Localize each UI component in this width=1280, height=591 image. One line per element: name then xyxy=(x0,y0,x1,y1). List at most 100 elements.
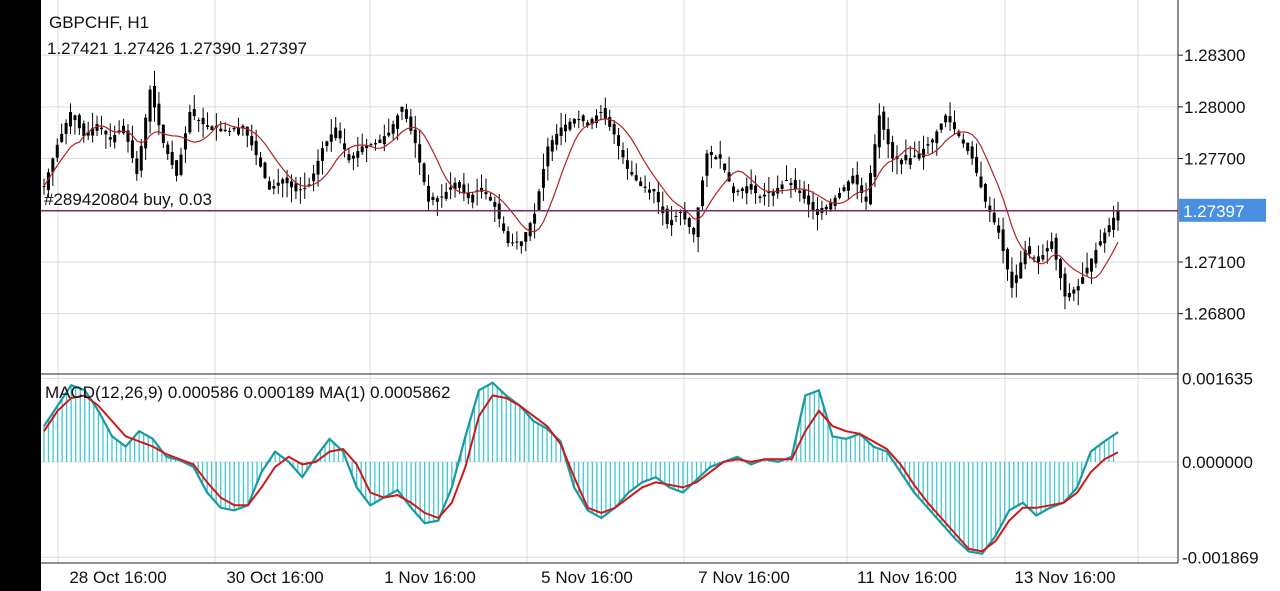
candle-body xyxy=(652,189,656,192)
candle-body xyxy=(930,139,934,143)
candle-body xyxy=(51,158,55,173)
candle-body xyxy=(1023,249,1027,265)
candle-body xyxy=(139,145,143,171)
moving-average-line xyxy=(43,118,1119,280)
candle-body xyxy=(219,128,223,132)
candle-body xyxy=(815,209,819,215)
candle-body xyxy=(77,115,81,129)
candle-body xyxy=(594,115,598,124)
candle-body xyxy=(975,156,979,173)
candle-body xyxy=(670,220,674,226)
candle-body xyxy=(466,192,470,199)
candle-body xyxy=(608,117,612,127)
candle-body xyxy=(170,152,174,165)
candle-body xyxy=(422,163,426,183)
candle-body xyxy=(449,187,453,190)
candle-body xyxy=(157,103,161,126)
candle-body xyxy=(630,171,634,175)
candle-body xyxy=(754,185,758,194)
candle-body xyxy=(480,187,484,192)
candle-body xyxy=(42,186,46,188)
candle-body xyxy=(99,127,103,130)
candle-body xyxy=(228,130,232,132)
candle-body xyxy=(723,163,727,171)
candle-body xyxy=(696,207,700,238)
candle-body xyxy=(91,128,95,136)
candle-body xyxy=(705,153,709,176)
macd-line xyxy=(43,381,1119,556)
ohlc-readout: 1.27421 1.27426 1.27390 1.27397 xyxy=(47,39,307,58)
candle-body xyxy=(983,183,987,202)
candle-body xyxy=(603,107,607,120)
candle-body xyxy=(73,115,77,121)
candle-body xyxy=(1081,276,1085,284)
candle-body xyxy=(245,126,249,136)
candle-body xyxy=(113,135,117,143)
time-tick-labels: 28 Oct 16:00 30 Oct 16:00 1 Nov 16:00 5 Nov… xyxy=(69,568,1115,587)
macd-panel[interactable] xyxy=(43,381,1119,556)
candle-body xyxy=(82,123,86,137)
candle-body xyxy=(241,125,245,129)
candle-body xyxy=(1072,289,1076,294)
candle-body xyxy=(166,144,170,154)
candle-body xyxy=(1085,267,1089,274)
candle-body xyxy=(568,121,572,130)
candle-body xyxy=(599,112,603,114)
candle-body xyxy=(701,180,705,207)
candle-body xyxy=(546,146,550,167)
signal-line xyxy=(43,394,1119,553)
candle-body xyxy=(272,186,276,189)
candle-body xyxy=(612,124,616,135)
candle-body xyxy=(1054,237,1058,260)
candle-body xyxy=(183,133,187,150)
candle-body xyxy=(709,152,713,156)
macd-tick-label: 0.000000 xyxy=(1182,453,1253,472)
candle-body xyxy=(833,197,837,206)
candle-body xyxy=(581,115,585,122)
candle-body xyxy=(1006,249,1010,270)
candle-body xyxy=(948,116,952,123)
candle-body xyxy=(1045,248,1049,252)
candle-body xyxy=(692,228,696,235)
candle-body xyxy=(223,129,227,131)
candle-body xyxy=(1059,259,1063,279)
candle-body xyxy=(144,117,148,149)
candle-body xyxy=(316,160,320,175)
candle-body xyxy=(961,139,965,144)
candle-body xyxy=(758,196,762,199)
candle-body xyxy=(1028,246,1032,254)
candle-body xyxy=(440,196,444,198)
candle-body xyxy=(95,124,99,131)
candle-body xyxy=(780,184,784,190)
candle-body xyxy=(471,194,475,203)
time-tick-label: 28 Oct 16:00 xyxy=(69,568,166,587)
candle-body xyxy=(572,118,576,124)
time-tick-label: 30 Oct 16:00 xyxy=(226,568,323,587)
candle-body xyxy=(254,140,258,156)
candle-body xyxy=(351,155,355,159)
current-price-badge: 1.27397 xyxy=(1179,198,1266,222)
candle-body xyxy=(86,132,90,136)
candle-body xyxy=(586,122,590,126)
candle-body xyxy=(192,108,196,117)
candle-body xyxy=(1107,225,1111,233)
candle-body xyxy=(793,179,797,190)
candle-body xyxy=(276,182,280,186)
candle-body xyxy=(431,196,435,200)
candle-body xyxy=(674,216,678,218)
candle-body xyxy=(303,187,307,190)
candle-body xyxy=(175,160,179,176)
price-tick-label: 1.26800 xyxy=(1184,305,1245,324)
candle-body xyxy=(259,157,263,167)
candle-body xyxy=(736,190,740,192)
candle-body xyxy=(564,124,568,132)
candle-body xyxy=(515,241,519,243)
candle-body xyxy=(877,115,881,148)
candle-body xyxy=(435,198,439,202)
candle-body xyxy=(484,192,488,195)
candle-body xyxy=(952,122,956,130)
candle-body xyxy=(528,222,532,237)
price-panel[interactable] xyxy=(42,70,1120,310)
